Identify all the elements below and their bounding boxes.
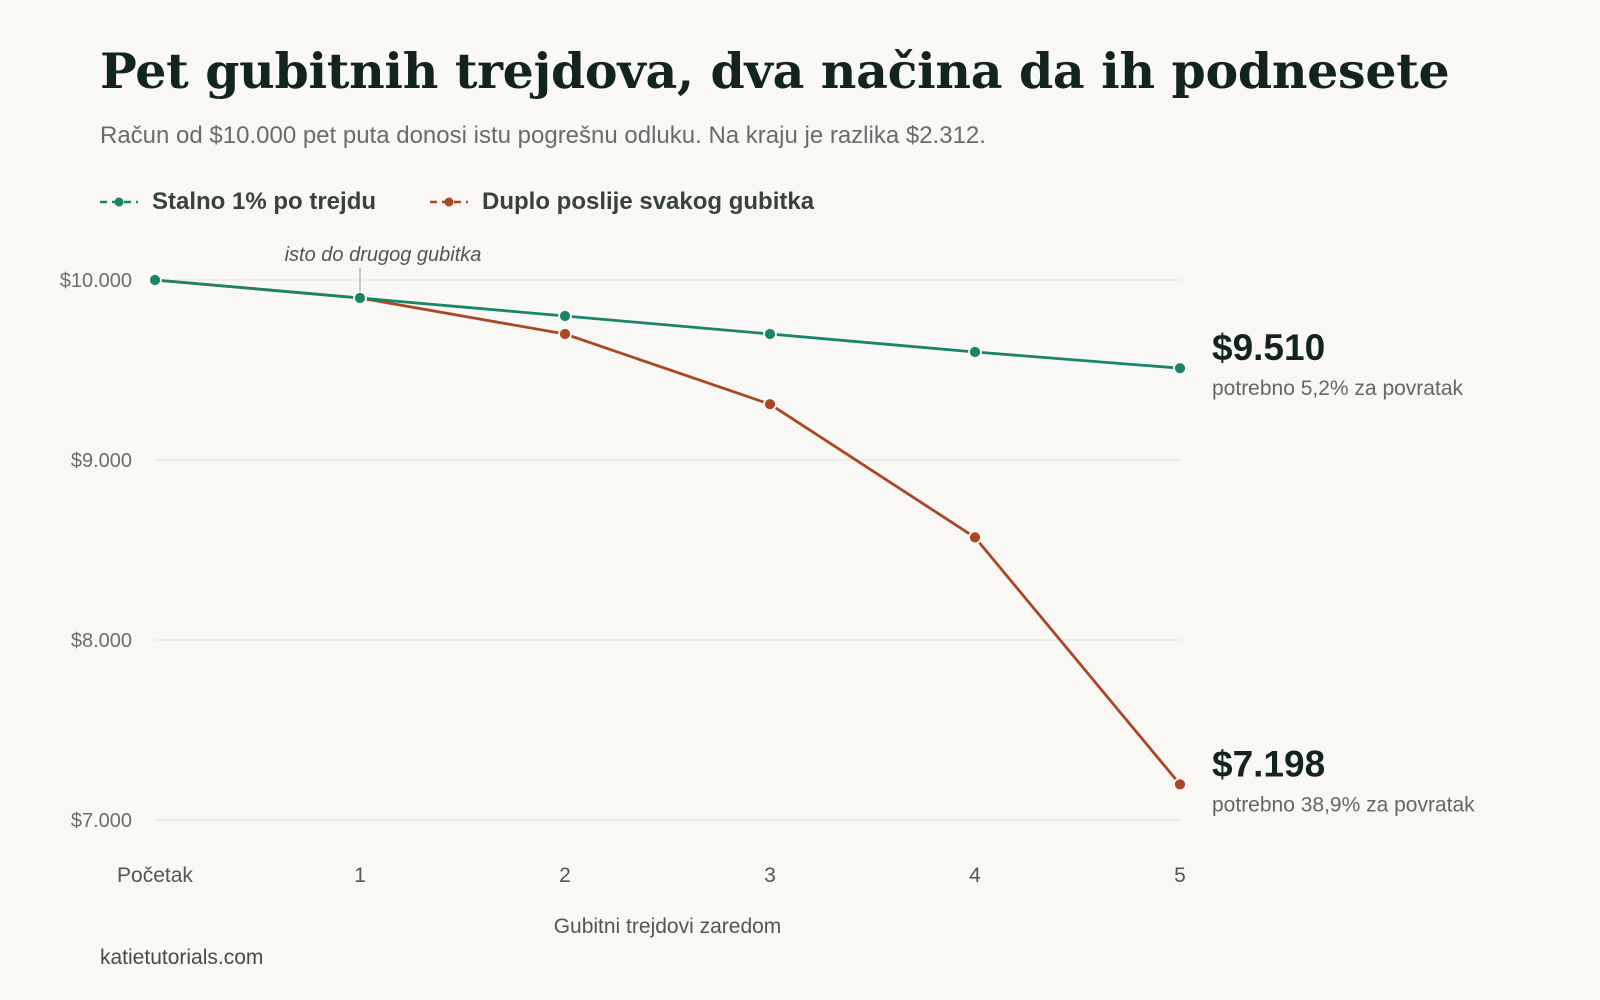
end-note-1: potrebno 38,9% za povratak xyxy=(1212,793,1475,816)
series-0-point-4 xyxy=(968,345,982,359)
end-note-0: potrebno 5,2% za povratak xyxy=(1212,377,1463,400)
legend-item-constant: Stalno 1% po trejdu xyxy=(100,188,376,216)
series-0-point-3 xyxy=(763,327,777,341)
x-axis-title: Gubitni trejdovi zaredom xyxy=(554,915,782,938)
series-0-point-0 xyxy=(148,273,162,287)
legend: Stalno 1% po trejdu Duplo poslije svakog… xyxy=(100,188,814,216)
series-1-point-3 xyxy=(763,397,777,412)
chart-subtitle: Račun od $10.000 pet puta donosi istu po… xyxy=(100,122,986,149)
x-tick-label-2: 2 xyxy=(559,864,571,887)
legend-label-constant: Stalno 1% po trejdu xyxy=(152,188,377,215)
series-1 xyxy=(148,273,1187,792)
end-value-0: $9.510 xyxy=(1212,327,1325,368)
x-axis-ticks: Početak 1 2 3 4 5 xyxy=(117,864,1186,887)
series-1-point-4 xyxy=(968,530,982,545)
y-axis-ticks: $10.000 $9.000 $8.000 $7.000 xyxy=(60,270,132,832)
end-labels: $9.510 potrebno 5,2% za povratak $7.198 pot… xyxy=(1212,327,1475,816)
source-credit: katietutorials.com xyxy=(100,946,264,969)
series-0 xyxy=(148,273,1187,376)
x-tick-label-4: 4 xyxy=(969,864,981,887)
x-tick-label-3: 3 xyxy=(764,864,776,887)
y-tick-label-10000: $10.000 xyxy=(60,270,132,292)
end-value-1: $7.198 xyxy=(1212,743,1325,784)
legend-label-doubling: Duplo poslije svakog gubitka xyxy=(482,188,815,215)
chart-title: Pet gubitnih trejdova, dva načina da ih … xyxy=(100,42,1450,100)
y-tick-label-7000: $7.000 xyxy=(71,810,132,832)
x-tick-label-1: 1 xyxy=(354,864,366,887)
series-1-point-5 xyxy=(1173,777,1187,792)
legend-swatch-constant xyxy=(100,197,138,207)
annotation: isto do drugog gubitka xyxy=(285,244,482,292)
series-0-point-1 xyxy=(353,291,367,305)
annotation-text: isto do drugog gubitka xyxy=(285,244,482,266)
legend-item-doubling: Duplo poslije svakog gubitka xyxy=(430,188,814,216)
series-lines xyxy=(148,273,1187,792)
y-tick-label-9000: $9.000 xyxy=(71,450,132,472)
x-tick-label-5: 5 xyxy=(1174,864,1186,887)
grid-lines xyxy=(155,279,1180,821)
series-0-line xyxy=(154,278,1181,370)
series-0-point-2 xyxy=(558,309,572,323)
legend-swatch-doubling xyxy=(430,197,469,207)
series-0-point-5 xyxy=(1173,361,1187,376)
series-1-point-2 xyxy=(558,327,572,341)
y-tick-label-8000: $8.000 xyxy=(71,630,132,652)
x-tick-label-pocetak: Početak xyxy=(117,864,193,887)
